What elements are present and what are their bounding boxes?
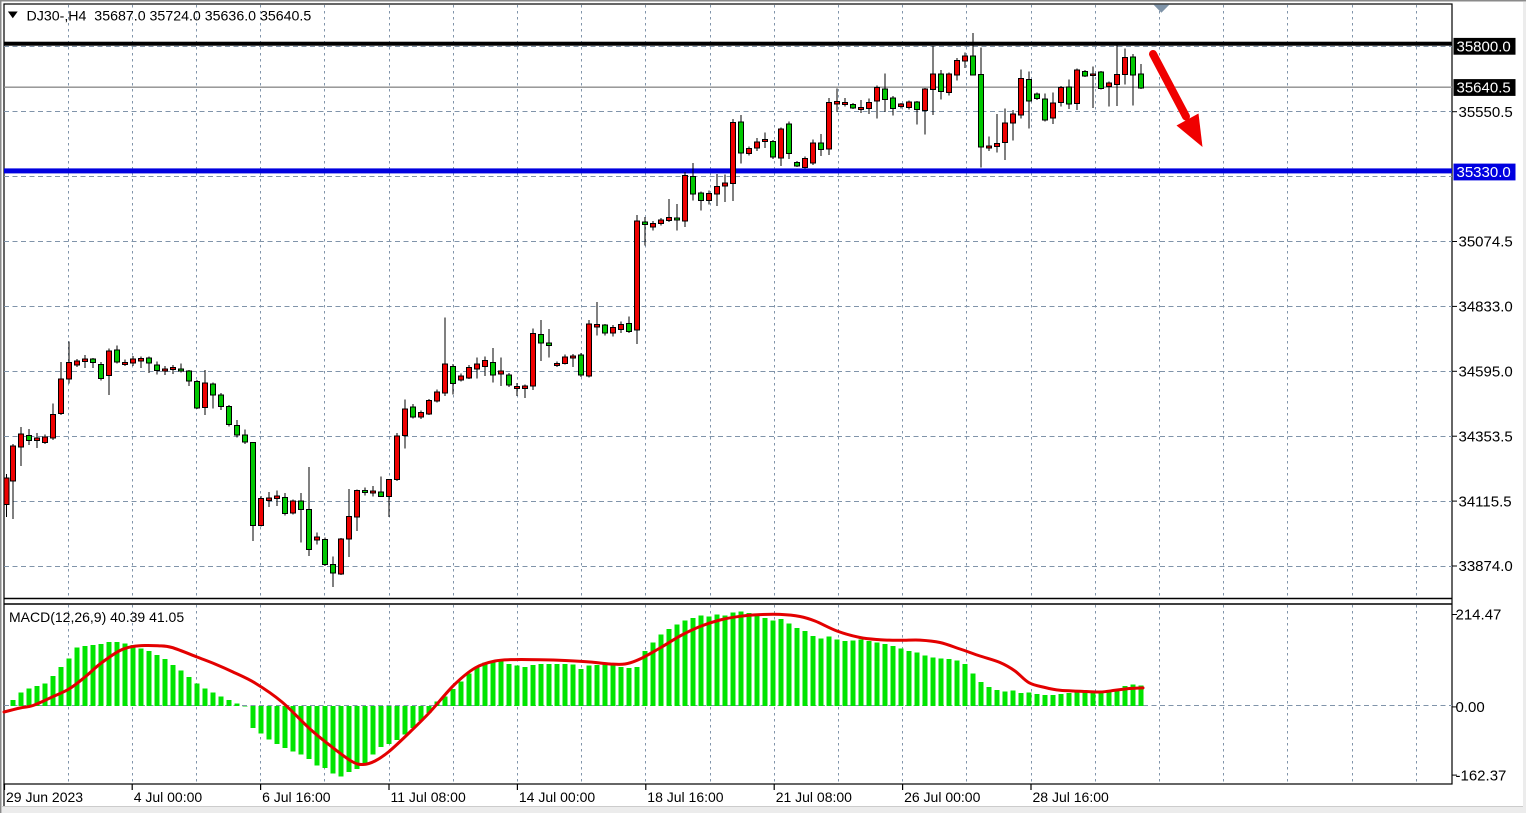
svg-text:35330.0: 35330.0 (1457, 164, 1511, 181)
svg-text:214.47: 214.47 (1456, 607, 1502, 624)
svg-text:18 Jul 16:00: 18 Jul 16:00 (647, 789, 723, 805)
svg-text:11 Jul 08:00: 11 Jul 08:00 (391, 789, 466, 805)
svg-text:34595.0: 34595.0 (1459, 364, 1513, 381)
svg-text:26 Jul 00:00: 26 Jul 00:00 (904, 789, 980, 805)
svg-text:34353.5: 34353.5 (1459, 428, 1513, 445)
svg-text:MACD(12,26,9) 40.39 41.05: MACD(12,26,9) 40.39 41.05 (9, 609, 184, 625)
svg-text:35800.0: 35800.0 (1457, 39, 1511, 56)
svg-text:-162.37: -162.37 (1456, 767, 1507, 784)
svg-text:21 Jul 08:00: 21 Jul 08:00 (776, 789, 852, 805)
svg-text:6 Jul 16:00: 6 Jul 16:00 (262, 789, 331, 805)
svg-text:35640.5: 35640.5 (1457, 80, 1511, 97)
svg-text:35550.5: 35550.5 (1459, 104, 1513, 121)
svg-text:0.00: 0.00 (1456, 699, 1485, 716)
svg-text:DJ30-,H4 35687.0 35724.0 3563: DJ30-,H4 35687.0 35724.0 35636.0 35640.5 (27, 9, 312, 25)
svg-text:34115.5: 34115.5 (1459, 493, 1512, 510)
svg-text:33874.0: 33874.0 (1459, 558, 1513, 575)
svg-text:4 Jul 00:00: 4 Jul 00:00 (134, 789, 203, 805)
svg-text:34833.0: 34833.0 (1459, 299, 1513, 316)
svg-text:14 Jul 00:00: 14 Jul 00:00 (519, 789, 595, 805)
svg-text:35074.5: 35074.5 (1459, 234, 1513, 251)
svg-text:28 Jul 16:00: 28 Jul 16:00 (1033, 789, 1109, 805)
svg-text:29 Jun 2023: 29 Jun 2023 (6, 789, 83, 805)
